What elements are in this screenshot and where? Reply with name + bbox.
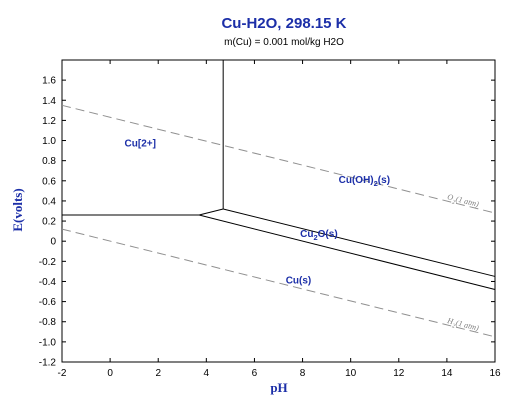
y-tick-label: 0.8 xyxy=(42,156,56,167)
y-tick-label: 0.6 xyxy=(42,176,56,187)
region-label: Cu2O(s) xyxy=(300,229,338,242)
y-tick-label: 1.0 xyxy=(42,136,56,147)
region-label: Cu(s) xyxy=(286,275,312,286)
y-axis-label: E(volts) xyxy=(10,188,25,231)
phase-boundary-line xyxy=(198,208,224,216)
y-tick-label: 1.2 xyxy=(42,116,56,127)
y-tick-label: 0.2 xyxy=(42,217,56,228)
x-tick-label: -2 xyxy=(58,368,67,379)
phase-boundary-line xyxy=(223,208,496,277)
region-label: Cu(OH)2(s) xyxy=(339,175,390,188)
y-tick-label: 0 xyxy=(50,237,56,248)
x-tick-label: 4 xyxy=(204,368,210,379)
chart-title: Cu-H2O, 298.15 K xyxy=(221,15,346,32)
chart-subtitle: m(Cu) = 0.001 mol/kg H2O xyxy=(224,37,344,48)
y-tick-label: 0.4 xyxy=(42,196,56,207)
water-line-label: O2(1 atm) xyxy=(446,192,480,211)
x-tick-label: 6 xyxy=(252,368,258,379)
region-label: Cu[2+] xyxy=(125,139,156,150)
y-tick-label: -1.0 xyxy=(39,337,57,348)
x-tick-label: 0 xyxy=(107,368,113,379)
x-tick-label: 14 xyxy=(441,368,453,379)
x-axis-label: pH xyxy=(270,380,287,395)
water-stability-line xyxy=(61,228,496,338)
y-tick-label: -0.8 xyxy=(39,317,57,328)
plot-frame xyxy=(61,59,496,363)
x-tick-label: 2 xyxy=(155,368,161,379)
x-tick-label: 12 xyxy=(393,368,405,379)
x-tick-label: 10 xyxy=(345,368,357,379)
y-tick-label: -0.4 xyxy=(39,277,57,288)
x-tick-label: 16 xyxy=(489,368,501,379)
water-line-label: H2(1 atm) xyxy=(445,316,480,336)
x-tick-label: 8 xyxy=(300,368,306,379)
y-tick-label: 1.6 xyxy=(42,76,56,87)
plot-area: -2 0 2 4 6 8 10 12 14 16 -1.2 -1.0 -0.8 -0.6 -0.4 -0.2 0… xyxy=(39,59,501,379)
phase-boundary-line xyxy=(198,214,496,291)
y-tick-label: -1.2 xyxy=(39,358,57,369)
y-tick-label: -0.2 xyxy=(39,257,57,268)
y-tick-label: 1.4 xyxy=(42,96,56,107)
y-tick-label: -0.6 xyxy=(39,297,57,308)
water-stability-line xyxy=(61,104,496,214)
